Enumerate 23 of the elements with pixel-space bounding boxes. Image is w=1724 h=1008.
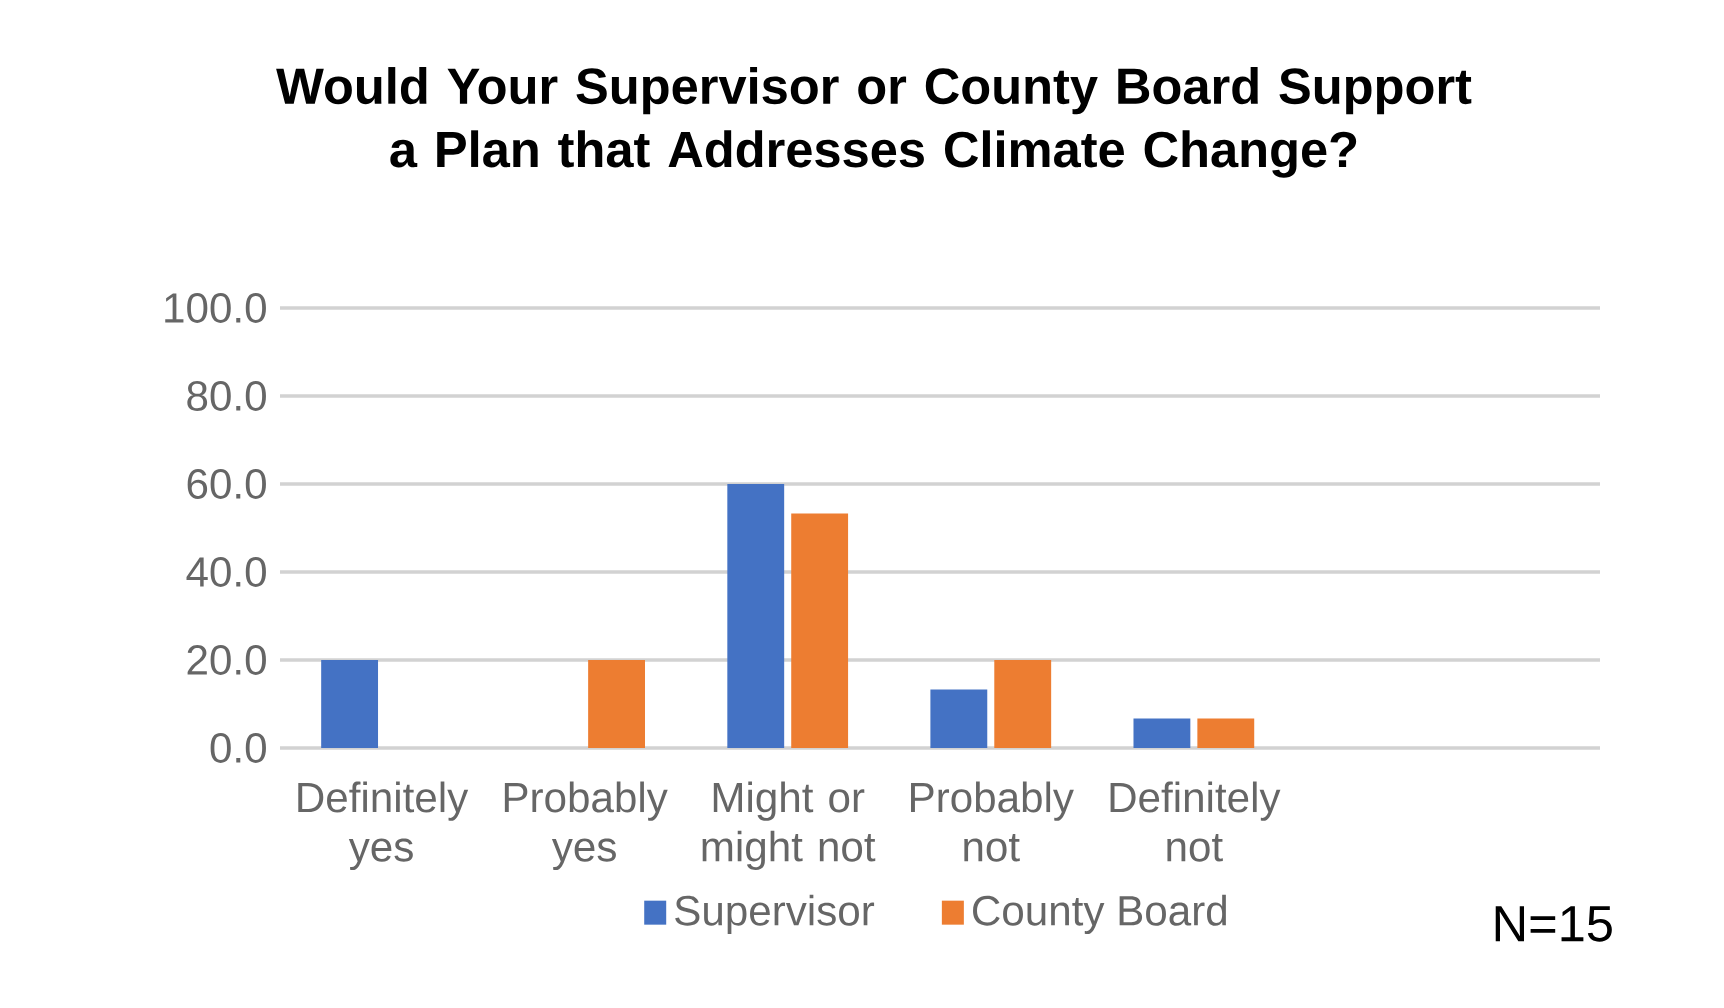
- x-tick-label: Probably not: [911, 781, 1074, 862]
- legend-label: County Board: [973, 894, 1226, 935]
- y-tick-label: 40.0: [186, 557, 266, 587]
- x-tick-label: Probably yes: [504, 781, 668, 871]
- y-tick-label: 0.0: [210, 733, 266, 763]
- chart-title: Would Your Supervisor or County Board Support a Plan that Addresses Climate Change?: [276, 67, 1472, 178]
- y-tick-label: 80.0: [187, 381, 266, 411]
- y-tick-label: 20.0: [187, 645, 266, 675]
- bar: [994, 659, 1052, 748]
- y-tick-label: 60.0: [187, 469, 266, 499]
- x-tick-label: Might or might not: [702, 781, 876, 871]
- bar: [1197, 718, 1255, 748]
- bar: [791, 513, 849, 748]
- bar: [930, 689, 988, 748]
- text: N=15: [1495, 906, 1612, 942]
- bar: [588, 659, 645, 748]
- bar: [727, 483, 785, 748]
- x-tick-label: Definitely not: [1110, 781, 1281, 862]
- y-tick-label: 100.0: [165, 293, 266, 323]
- x-tick-label: Definitely yes: [298, 781, 469, 871]
- bar: [1133, 718, 1191, 748]
- bar: [321, 659, 379, 748]
- legend-label: Supervisor: [675, 894, 875, 935]
